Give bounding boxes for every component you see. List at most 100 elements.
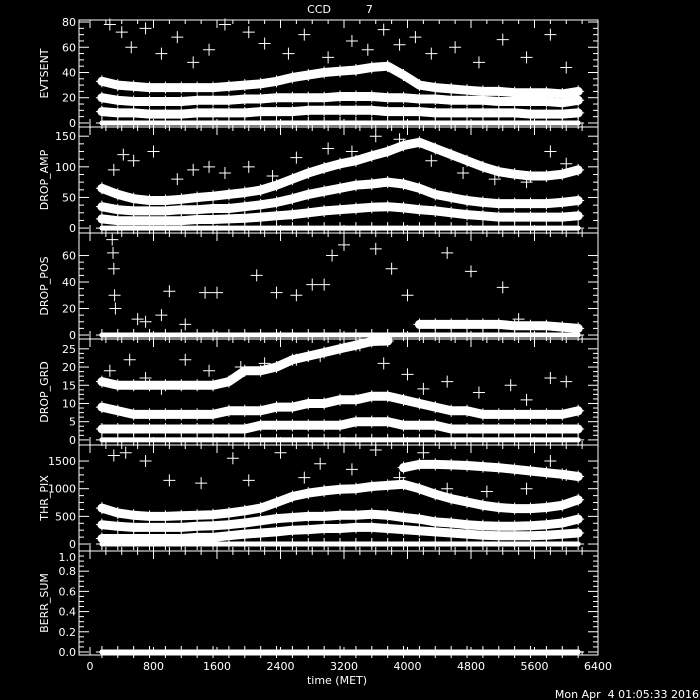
outlier-point bbox=[306, 278, 319, 291]
outlier-point bbox=[266, 170, 279, 183]
outlier-point bbox=[139, 455, 152, 468]
outlier-point bbox=[163, 474, 176, 487]
outlier-point bbox=[512, 313, 525, 326]
outlier-point bbox=[107, 262, 120, 275]
outlier-point bbox=[127, 154, 140, 167]
outlier-point bbox=[242, 160, 255, 173]
outlier-point bbox=[108, 289, 121, 302]
outlier-point bbox=[401, 289, 414, 302]
y-axis-label: DROP_GRD bbox=[38, 361, 51, 423]
panel-drop_amp: 0 50 100 150 DROP_AMP bbox=[38, 126, 599, 235]
timestamp: Mon Apr 4 01:05:33 2016 bbox=[555, 688, 699, 700]
chart-title: CCD 7 bbox=[307, 3, 373, 16]
panel-frame bbox=[78, 550, 599, 656]
outlier-point bbox=[560, 157, 573, 170]
outlier-point bbox=[139, 315, 152, 328]
panel-evtsent: 0 20 40 60 80 EVTSENT bbox=[38, 16, 599, 130]
outlier-point bbox=[393, 471, 406, 484]
outlier-point bbox=[109, 302, 122, 315]
y-tick-label: 0.0 bbox=[59, 646, 77, 659]
outlier-point bbox=[258, 357, 271, 370]
outlier-point bbox=[226, 452, 239, 465]
y-tick-label: 0 bbox=[69, 222, 76, 235]
y-tick-label: 40 bbox=[62, 276, 76, 289]
y-axis-label: DROP_POS bbox=[38, 256, 51, 315]
y-tick-label: 0 bbox=[69, 434, 76, 447]
outlier-point bbox=[544, 455, 557, 468]
outlier-point bbox=[107, 449, 120, 462]
y-tick-label: 20 bbox=[62, 361, 76, 374]
y-tick-label: 80 bbox=[62, 16, 76, 29]
x-tick-label: 4800 bbox=[457, 660, 485, 673]
outlier-point bbox=[242, 26, 255, 39]
outlier-point bbox=[270, 286, 283, 299]
outlier-point bbox=[155, 309, 168, 322]
outlier-point bbox=[314, 457, 327, 470]
outlier-point bbox=[171, 31, 184, 44]
panels: 020406080EVTSENT050100150DROP_AMP0204060… bbox=[38, 16, 612, 673]
outlier-point bbox=[155, 47, 168, 60]
outlier-point bbox=[147, 145, 160, 158]
outlier-point bbox=[106, 233, 119, 246]
outlier-point bbox=[274, 446, 287, 459]
y-tick-label: 0 bbox=[69, 117, 76, 130]
series-band-2 bbox=[97, 202, 583, 226]
x-tick-label: 3200 bbox=[330, 660, 358, 673]
outlier-point bbox=[369, 443, 382, 456]
outlier-point bbox=[290, 353, 303, 366]
outlier-point bbox=[457, 166, 470, 179]
outlier-point bbox=[258, 37, 271, 50]
outlier-point bbox=[250, 269, 263, 282]
outlier-point bbox=[203, 160, 216, 173]
outlier-point bbox=[441, 375, 454, 388]
outlier-point bbox=[163, 285, 176, 298]
y-tick-label: 15 bbox=[62, 379, 76, 392]
x-tick-label: 6400 bbox=[584, 660, 612, 673]
outlier-point bbox=[393, 38, 406, 51]
y-tick-label: 0 bbox=[69, 329, 76, 342]
outlier-point bbox=[131, 313, 144, 326]
outlier-point bbox=[560, 61, 573, 74]
series-band-0 bbox=[97, 391, 583, 419]
outlier-point bbox=[298, 28, 311, 41]
outlier-point bbox=[504, 379, 517, 392]
panel-drop_grd: 0 5 10 15 20 25 DROP_GRD bbox=[38, 335, 599, 447]
series-band-1 bbox=[97, 92, 583, 108]
outlier-point bbox=[377, 23, 390, 36]
outlier-point bbox=[195, 477, 208, 490]
outlier-point bbox=[290, 151, 303, 164]
outlier-point bbox=[318, 278, 331, 291]
x-tick-label: 2400 bbox=[267, 660, 295, 673]
series-band-1 bbox=[97, 336, 393, 390]
y-tick-label: 0.2 bbox=[59, 626, 77, 639]
series-band-1 bbox=[399, 459, 583, 481]
outlier-point bbox=[401, 368, 414, 381]
outlier-point bbox=[353, 339, 366, 352]
outlier-point bbox=[326, 249, 339, 262]
outlier-point bbox=[345, 34, 358, 47]
outlier-point bbox=[199, 286, 212, 299]
outlier-point bbox=[520, 482, 533, 495]
outlier-point bbox=[417, 382, 430, 395]
outlier-point bbox=[520, 393, 533, 406]
outlier-point bbox=[425, 47, 438, 60]
outlier-point bbox=[322, 142, 335, 155]
y-tick-label: 20 bbox=[62, 92, 76, 105]
y-axis-label: DROP_AMP bbox=[38, 149, 51, 210]
outlier-point bbox=[107, 246, 120, 259]
series-band-2 bbox=[97, 509, 583, 532]
outlier-point bbox=[155, 382, 168, 395]
outlier-point bbox=[234, 361, 247, 374]
series-band-1 bbox=[414, 319, 583, 333]
outlier-point bbox=[338, 238, 350, 251]
outlier-point bbox=[560, 468, 573, 481]
outlier-point bbox=[496, 33, 509, 46]
panel-thr_pix: 0 500 1000 1500 THR_PIX bbox=[38, 443, 599, 552]
y-tick-label: 100 bbox=[55, 161, 76, 174]
x-tick-label: 4000 bbox=[394, 660, 422, 673]
outlier-point bbox=[409, 31, 422, 44]
x-tick-label: 800 bbox=[143, 660, 164, 673]
outlier-point bbox=[123, 353, 136, 366]
outlier-point bbox=[203, 43, 216, 56]
